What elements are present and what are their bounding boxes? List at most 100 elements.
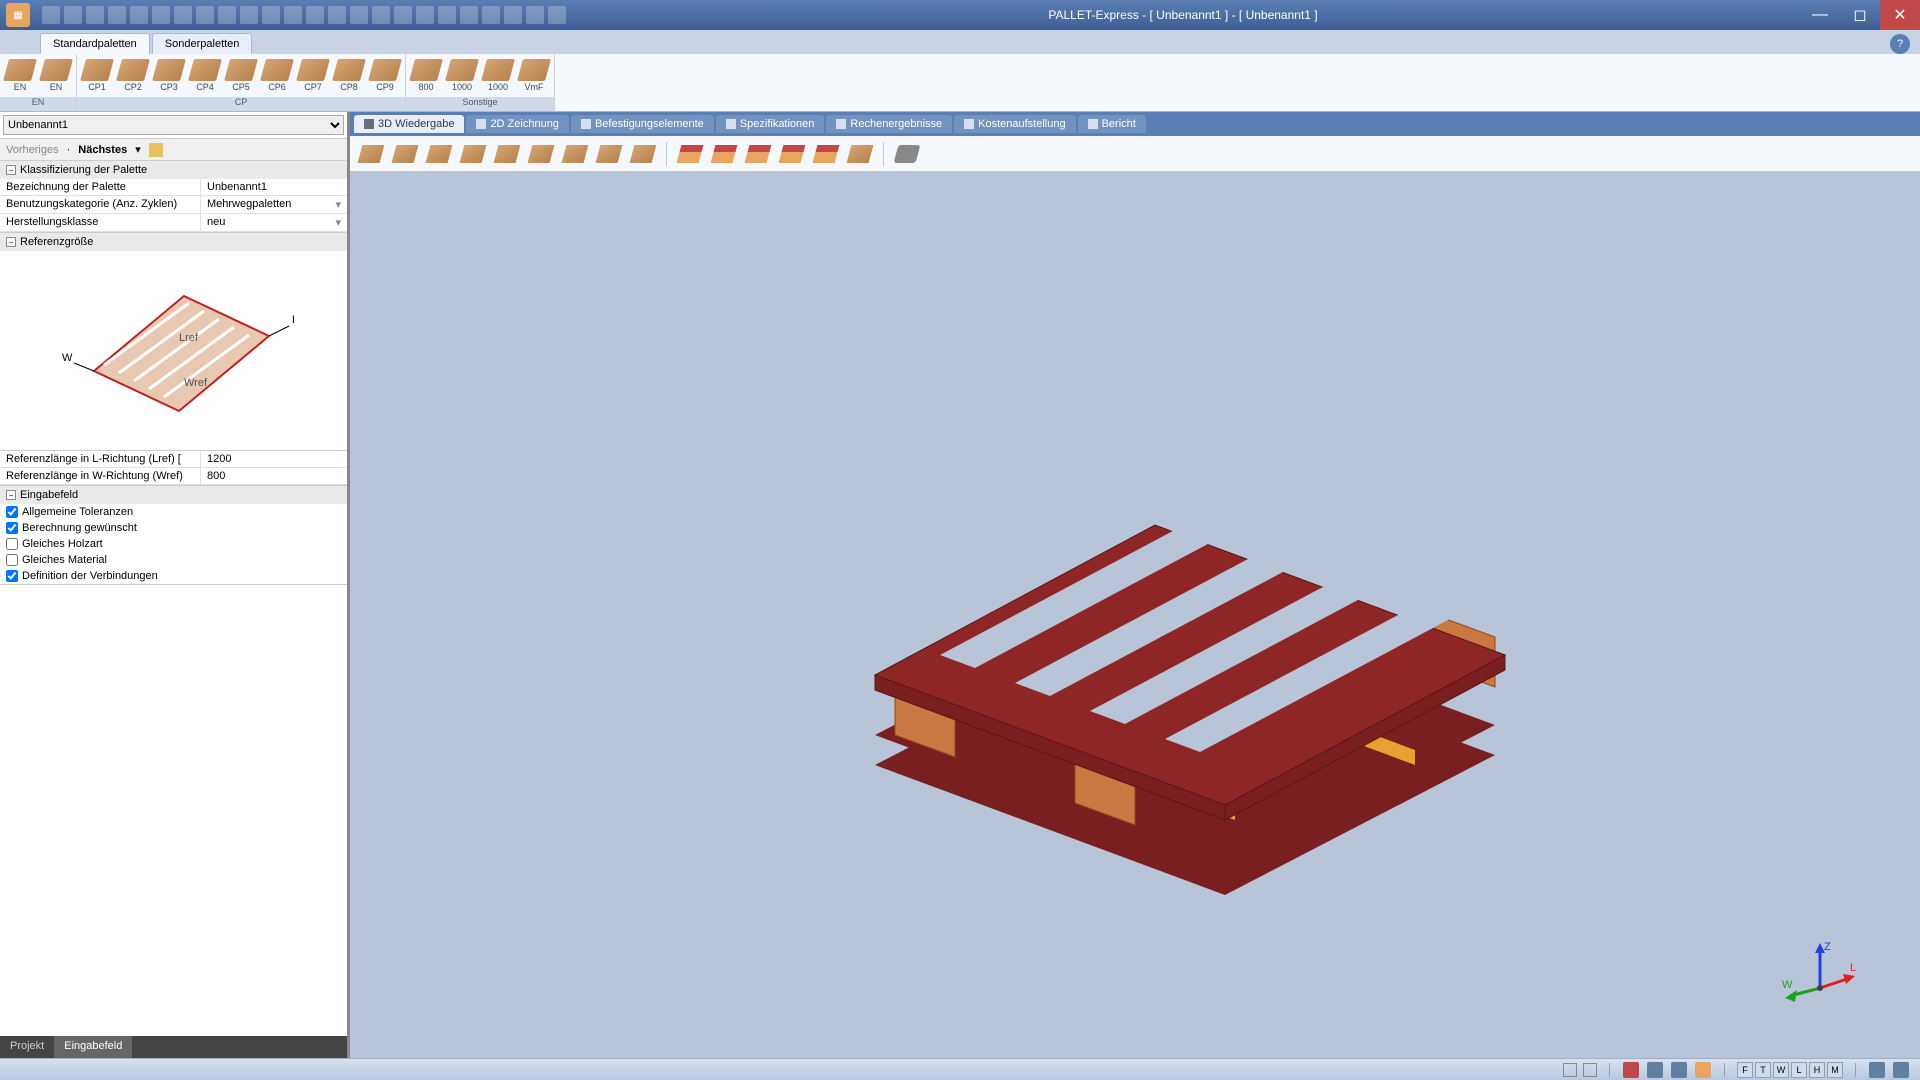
view-tool-button[interactable]	[628, 140, 658, 168]
status-view-button[interactable]: W	[1773, 1062, 1789, 1078]
ribbon-button[interactable]: 1000	[444, 57, 480, 94]
status-view-button[interactable]: F	[1737, 1062, 1753, 1078]
document-dropdown[interactable]: Unbenannt1	[3, 115, 344, 135]
view-tab[interactable]: 3D Wiedergabe	[354, 115, 464, 133]
maximize-button[interactable]: ◻	[1840, 0, 1880, 30]
nav-prev[interactable]: Vorheriges	[6, 144, 59, 156]
qat-icon[interactable]	[130, 6, 148, 24]
checkbox[interactable]	[6, 522, 18, 534]
property-value[interactable]: 1200	[200, 451, 347, 467]
qat-icon[interactable]	[218, 6, 236, 24]
view-tool-button[interactable]	[458, 140, 488, 168]
property-value[interactable]: 800	[200, 468, 347, 484]
view-tool-button[interactable]	[526, 140, 556, 168]
status-icon[interactable]	[1563, 1063, 1577, 1077]
ribbon-button[interactable]: CP5	[223, 57, 259, 94]
qat-icon[interactable]	[174, 6, 192, 24]
qat-icon[interactable]	[504, 6, 522, 24]
qat-icon[interactable]	[284, 6, 302, 24]
property-value[interactable]: Unbenannt1	[200, 179, 347, 195]
qat-icon[interactable]	[64, 6, 82, 24]
qat-icon[interactable]	[438, 6, 456, 24]
view-tool-button[interactable]	[492, 140, 522, 168]
qat-icon[interactable]	[196, 6, 214, 24]
qat-icon[interactable]	[350, 6, 368, 24]
qat-icon[interactable]	[306, 6, 324, 24]
section-header-classification[interactable]: − Klassifizierung der Palette	[0, 161, 347, 179]
status-view-button[interactable]: M	[1827, 1062, 1843, 1078]
status-icon[interactable]	[1695, 1062, 1711, 1078]
ribbon-button[interactable]: CP2	[115, 57, 151, 94]
ribbon-button[interactable]: CP9	[367, 57, 403, 94]
checkbox[interactable]	[6, 554, 18, 566]
status-icon[interactable]	[1671, 1062, 1687, 1078]
ribbon-button[interactable]: CP1	[79, 57, 115, 94]
qat-icon[interactable]	[86, 6, 104, 24]
view-tool-button[interactable]	[560, 140, 590, 168]
ribbon-button[interactable]: CP7	[295, 57, 331, 94]
qat-icon[interactable]	[42, 6, 60, 24]
close-button[interactable]: ✕	[1880, 0, 1920, 30]
status-view-button[interactable]: L	[1791, 1062, 1807, 1078]
checkbox[interactable]	[6, 506, 18, 518]
status-view-button[interactable]: T	[1755, 1062, 1771, 1078]
ribbon-button[interactable]: CP3	[151, 57, 187, 94]
view-tool-button[interactable]	[811, 140, 841, 168]
panel-tab[interactable]: Eingabefeld	[54, 1036, 132, 1058]
view-tool-button[interactable]	[777, 140, 807, 168]
ribbon-button[interactable]: VmF	[516, 57, 552, 94]
status-icon[interactable]	[1893, 1062, 1909, 1078]
ribbon-button[interactable]: 800	[408, 57, 444, 94]
view-tab[interactable]: Kostenaufstellung	[954, 115, 1075, 133]
qat-icon[interactable]	[460, 6, 478, 24]
qat-icon[interactable]	[152, 6, 170, 24]
ribbon-button[interactable]: 1000	[480, 57, 516, 94]
ribbon-button[interactable]: CP6	[259, 57, 295, 94]
view-tool-button[interactable]	[709, 140, 739, 168]
section-header-inputfield[interactable]: − Eingabefeld	[0, 486, 347, 504]
ribbon-button[interactable]: EN	[2, 57, 38, 94]
status-view-button[interactable]: H	[1809, 1062, 1825, 1078]
qat-icon[interactable]	[548, 6, 566, 24]
section-header-refsize[interactable]: − Referenzgröße	[0, 233, 347, 251]
ribbon-button[interactable]: CP8	[331, 57, 367, 94]
property-value[interactable]: neu	[200, 214, 347, 231]
view-tool-button[interactable]	[743, 140, 773, 168]
qat-icon[interactable]	[240, 6, 258, 24]
canvas-3d[interactable]: Z L W	[350, 172, 1920, 1058]
qat-icon[interactable]	[416, 6, 434, 24]
view-tool-button[interactable]	[594, 140, 624, 168]
help-icon[interactable]: ?	[1890, 34, 1910, 54]
ribbon-button[interactable]: EN	[38, 57, 74, 94]
qat-icon[interactable]	[372, 6, 390, 24]
view-tab[interactable]: Befestigungselemente	[571, 115, 714, 133]
qat-icon[interactable]	[482, 6, 500, 24]
view-tool-button[interactable]	[675, 140, 705, 168]
view-tool-button[interactable]	[356, 140, 386, 168]
view-tool-button[interactable]	[845, 140, 875, 168]
qat-icon[interactable]	[526, 6, 544, 24]
view-tab[interactable]: Spezifikationen	[716, 115, 825, 133]
ribbon-tab[interactable]: Standardpaletten	[40, 33, 150, 54]
minimize-button[interactable]: —	[1800, 0, 1840, 30]
view-tab[interactable]: Rechenergebnisse	[826, 115, 952, 133]
view-tool-button[interactable]	[424, 140, 454, 168]
nav-dropdown-icon[interactable]: ▾	[135, 143, 141, 156]
view-tool-button[interactable]	[892, 140, 922, 168]
qat-icon[interactable]	[262, 6, 280, 24]
checkbox[interactable]	[6, 538, 18, 550]
ribbon-tab[interactable]: Sonderpaletten	[152, 33, 253, 54]
view-tab[interactable]: 2D Zeichnung	[466, 115, 569, 133]
status-icon[interactable]	[1647, 1062, 1663, 1078]
status-icon[interactable]	[1583, 1063, 1597, 1077]
nav-next[interactable]: Nächstes	[78, 144, 127, 156]
ribbon-button[interactable]: CP4	[187, 57, 223, 94]
status-icon[interactable]	[1869, 1062, 1885, 1078]
status-icon[interactable]	[1623, 1062, 1639, 1078]
panel-tab[interactable]: Projekt	[0, 1036, 54, 1058]
qat-icon[interactable]	[328, 6, 346, 24]
view-tab[interactable]: Bericht	[1078, 115, 1146, 133]
view-tool-button[interactable]	[390, 140, 420, 168]
checkbox[interactable]	[6, 570, 18, 582]
property-value[interactable]: Mehrwegpaletten	[200, 196, 347, 213]
